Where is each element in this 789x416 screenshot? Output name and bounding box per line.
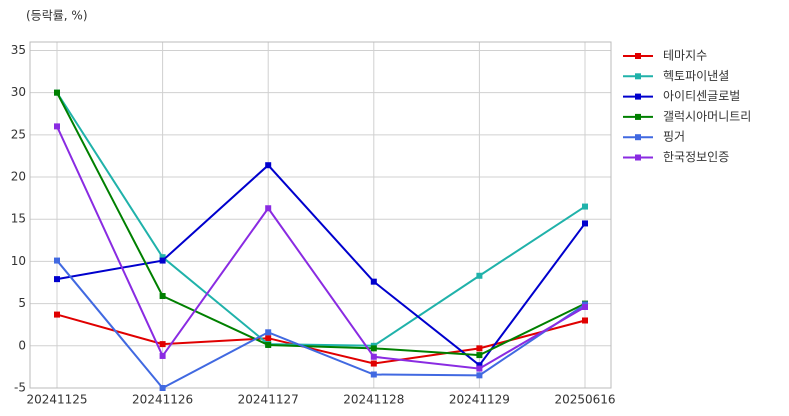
legend-marker: [635, 53, 641, 59]
point: [476, 345, 483, 352]
point: [265, 329, 272, 336]
point: [476, 362, 483, 369]
point: [265, 205, 272, 212]
point: [159, 293, 166, 300]
plot-frame: [29, 41, 612, 389]
point: [370, 360, 377, 367]
point: [582, 203, 588, 210]
point: [159, 352, 166, 359]
legend-marker: [635, 113, 641, 120]
point: [54, 257, 60, 264]
point: [54, 123, 60, 130]
point: [370, 353, 377, 360]
point: [159, 257, 166, 264]
y-tick-label: 30: [11, 85, 26, 99]
legend-label: 아이티센글로벌: [663, 89, 740, 103]
point: [265, 341, 272, 348]
y-tick-label: 10: [11, 254, 26, 268]
legend-marker: [635, 93, 641, 100]
legend-label: 핑거: [663, 130, 685, 144]
point: [54, 311, 60, 318]
point: [370, 278, 377, 285]
y-axis-label: (등락률, %): [26, 9, 88, 23]
point: [582, 317, 588, 324]
point: [54, 89, 60, 96]
point: [476, 352, 483, 359]
series-line: [56, 125, 586, 370]
x-tick-label: 20250616: [554, 393, 615, 407]
y-tick-label: 25: [11, 127, 26, 141]
legend-marker: [635, 134, 641, 141]
y-tick-label: 35: [11, 43, 26, 57]
y-tick-label: 0: [18, 338, 26, 352]
point: [265, 162, 272, 169]
x-tick-label: 20241128: [343, 393, 404, 407]
point: [54, 276, 60, 283]
series-line: [56, 313, 586, 365]
x-tick-label: 20241127: [238, 393, 299, 407]
point: [159, 254, 166, 261]
y-tick-label: 20: [11, 170, 26, 184]
x-tick-label: 20241129: [449, 393, 510, 407]
point: [159, 341, 166, 348]
y-tick-label: 5: [18, 296, 26, 310]
legend-label: 테마지수: [663, 49, 707, 63]
x-tick-label: 20241125: [26, 393, 87, 407]
series-line: [56, 259, 586, 390]
point: [370, 371, 377, 378]
point: [476, 272, 483, 279]
point: [159, 385, 166, 391]
point: [582, 220, 588, 227]
y-tick-label: -5: [14, 381, 26, 395]
point: [265, 335, 272, 342]
series-line: [56, 92, 586, 357]
point: [476, 365, 483, 372]
legend-marker: [635, 154, 641, 161]
legend-label: 한국정보인증: [663, 150, 729, 164]
series-line: [56, 163, 586, 367]
legend-label: 헥토파이낸셜: [663, 69, 729, 83]
point: [370, 345, 377, 352]
y-tick-label: 15: [11, 212, 26, 226]
series-line: [56, 92, 586, 347]
legend-label: 갤럭시아머니트리: [663, 109, 751, 123]
legend-marker: [635, 73, 641, 80]
point: [476, 372, 483, 379]
x-tick-label: 20241126: [132, 393, 193, 407]
point: [582, 303, 588, 310]
